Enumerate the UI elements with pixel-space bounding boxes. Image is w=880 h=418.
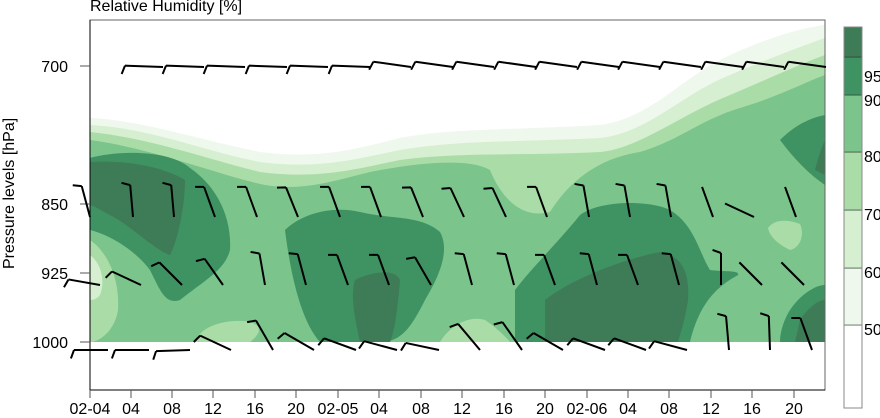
x-tick-label: 08 (660, 401, 678, 418)
colorbar-label: 60 (864, 265, 880, 282)
y-axis-ticks (80, 65, 90, 343)
x-tick-label: 12 (702, 401, 720, 418)
colorbar-labels: 50 60 70 80 90 95 (864, 69, 880, 339)
colorbar-label: 50 (864, 322, 880, 339)
x-axis-tick-labels: 02-04 04 08 12 16 20 02-05 04 08 12 16 2… (70, 401, 803, 418)
colorbar-label: 95 (864, 69, 880, 86)
wind-barbs (63, 60, 827, 361)
x-tick-label: 04 (122, 401, 140, 418)
y-tick-label: 700 (41, 59, 68, 76)
x-tick-label: 12 (204, 401, 222, 418)
colorbar-label: 80 (864, 149, 880, 166)
x-tick-label: 04 (370, 401, 388, 418)
x-tick-label: 20 (785, 401, 803, 418)
colorbar-label: 90 (864, 93, 880, 110)
y-tick-label: 925 (41, 266, 68, 283)
x-tick-label: 12 (453, 401, 471, 418)
colorbar-label: 70 (864, 207, 880, 224)
x-tick-label: 08 (412, 401, 430, 418)
x-tick-label: 08 (163, 401, 181, 418)
x-tick-label: 20 (536, 401, 554, 418)
contour-fills (90, 20, 825, 390)
x-tick-label: 02-04 (70, 401, 111, 418)
x-tick-label: 16 (743, 401, 761, 418)
x-tick-label: 16 (246, 401, 264, 418)
x-tick-label: 02-05 (318, 401, 359, 418)
x-tick-label: 16 (495, 401, 513, 418)
x-tick-label: 04 (619, 401, 637, 418)
y-tick-label: 1000 (32, 335, 68, 352)
chart-title: Relative Humidity [%] (90, 0, 243, 15)
x-tick-label: 02-06 (567, 401, 608, 418)
colorbar-legend (843, 26, 863, 409)
x-axis-ticks (89, 390, 795, 398)
x-tick-label: 20 (287, 401, 305, 418)
y-tick-label: 850 (41, 197, 68, 214)
y-axis-tick-labels: 700 850 925 1000 (32, 59, 68, 352)
